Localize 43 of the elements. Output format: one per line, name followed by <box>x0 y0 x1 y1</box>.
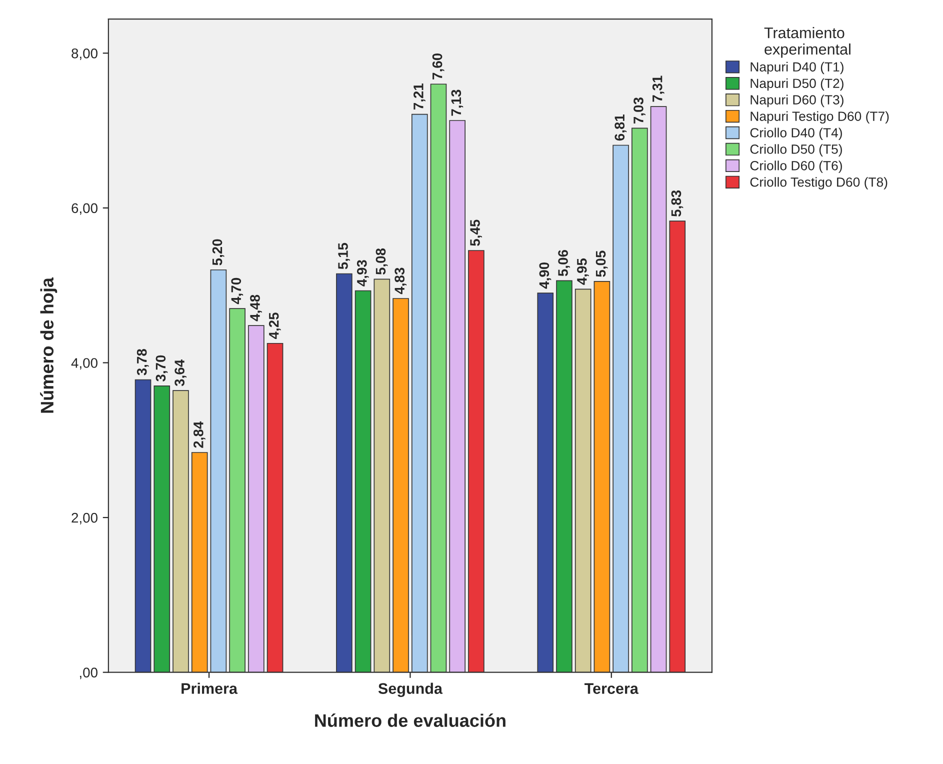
data-label: 5,20 <box>212 239 224 266</box>
y-tick-label: 6,00 <box>72 203 98 215</box>
data-label: 4,25 <box>268 312 281 340</box>
legend-label: Criollo Testigo D60 (T8) <box>750 177 888 190</box>
data-label: 7,13 <box>451 90 464 116</box>
data-label: 7,31 <box>652 76 664 102</box>
legend-label: Criollo D60 (T6) <box>750 160 842 173</box>
y-tick-label: ,00 <box>80 668 98 680</box>
legend-label: Criollo D40 (T4) <box>750 128 842 140</box>
legend-label: Napuri Testigo D60 (T7) <box>750 111 889 124</box>
data-label: 4,83 <box>394 268 407 294</box>
legend-label: Napuri D60 (T3) <box>750 94 844 108</box>
data-label: 5,06 <box>558 250 570 276</box>
data-label: 4,70 <box>231 278 244 304</box>
data-label: 7,60 <box>432 53 444 80</box>
data-label: 5,83 <box>671 190 684 217</box>
legend-title: Tratamiento experimental <box>764 27 850 58</box>
data-label: 2,84 <box>193 421 206 448</box>
legend-label: Napuri D50 (T2) <box>750 78 844 91</box>
data-label: 7,21 <box>414 83 426 110</box>
y-tick-label: 2,00 <box>72 512 98 524</box>
data-label: 4,95 <box>576 258 589 285</box>
legend-label: Napuri D40 (T1) <box>750 62 844 74</box>
data-label: 3,64 <box>174 359 186 386</box>
legend-label: Criollo D50 (T5) <box>750 144 842 156</box>
y-axis-title: Número de hoja <box>40 277 58 413</box>
data-label: 5,15 <box>338 242 350 270</box>
data-label: 3,78 <box>136 348 149 376</box>
x-tick-label: Tercera <box>584 683 639 694</box>
data-label: 7,03 <box>634 98 646 124</box>
data-label: 5,45 <box>470 220 482 246</box>
data-label: 6,81 <box>614 114 627 141</box>
data-label: 4,48 <box>250 294 262 322</box>
y-tick-label: 8,00 <box>72 48 98 60</box>
data-label: 5,05 <box>596 250 608 277</box>
x-tick-label: Primera <box>182 682 238 694</box>
y-tick-label: 4,00 <box>71 358 98 370</box>
x-tick-label: Segunda <box>378 682 443 698</box>
data-label: 3,70 <box>156 355 168 382</box>
data-label: 4,93 <box>356 260 369 286</box>
data-label: 5,08 <box>376 248 388 275</box>
x-axis-title: Número de evaluación <box>315 714 506 727</box>
data-label: 4,90 <box>539 262 552 289</box>
